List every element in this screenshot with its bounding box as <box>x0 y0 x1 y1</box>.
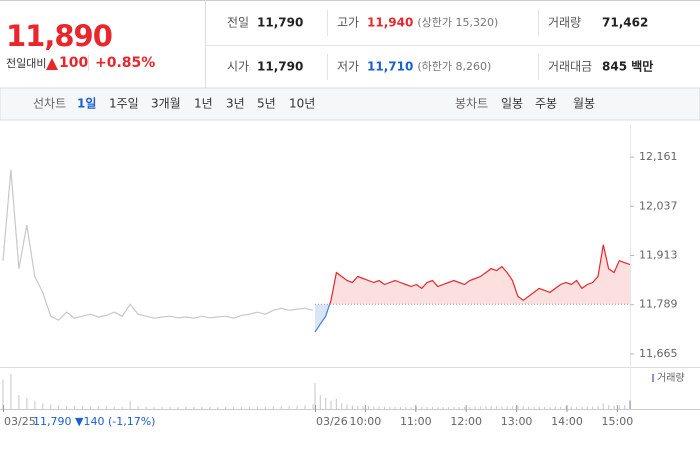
tab[interactable]: 3개월 <box>151 97 181 111</box>
x-tick-label: 10:00 <box>350 415 382 428</box>
tab-group-label: 선차트 <box>33 97 66 111</box>
tab-bar <box>0 87 700 121</box>
tab[interactable]: 3년 <box>226 97 245 111</box>
tab[interactable]: 5년 <box>257 97 276 111</box>
prev-close-note: 11,790 ▼140 (-1,17%) <box>33 415 155 428</box>
up-arrow <box>46 58 58 70</box>
summary-label: 시가 <box>227 60 249 74</box>
x-tick-label: 11:00 <box>400 415 432 428</box>
summary-value: 11,790 <box>257 16 303 30</box>
x-tick-label: 13:00 <box>501 415 533 428</box>
volume-legend: 거래량 <box>657 372 685 384</box>
change-label: 전일대비 <box>6 56 46 70</box>
summary-label: 거래대금 <box>548 60 592 74</box>
date-label: 03/25 <box>4 415 36 428</box>
y-tick-label: 11,913 <box>639 249 678 262</box>
tab-group-label: 봉차트 <box>455 97 488 111</box>
summary-label: 거래량 <box>548 16 581 30</box>
x-tick-label: 12:00 <box>450 415 482 428</box>
summary-note: (상한가 15,320) <box>417 16 498 29</box>
summary-label: 고가 <box>337 16 359 30</box>
tab[interactable]: 주봉 <box>535 97 557 111</box>
x-tick-label: 14:00 <box>551 415 583 428</box>
price-line <box>2 169 314 321</box>
summary-value: 11,940 <box>367 16 413 30</box>
tab[interactable]: 10년 <box>289 97 315 111</box>
change: 100 <box>59 55 88 71</box>
summary-label: 전일 <box>227 16 249 30</box>
tab[interactable]: 1년 <box>194 97 213 111</box>
tab[interactable]: 1주일 <box>109 97 139 111</box>
tab[interactable]: 월봉 <box>573 97 595 111</box>
tab[interactable]: 일봉 <box>501 97 523 111</box>
y-tick-label: 11,665 <box>639 347 678 360</box>
summary-value: 845 백만 <box>602 59 653 74</box>
tab[interactable]: 1일 <box>77 97 96 111</box>
volume-legend-swatch <box>652 374 654 382</box>
price-line <box>329 244 631 305</box>
summary-value: 11,790 <box>257 60 303 74</box>
y-tick-label: 12,161 <box>639 150 678 163</box>
date-label: 03/26 <box>316 415 348 428</box>
price: 11,890 <box>6 19 112 53</box>
change-pct: +0.85% <box>95 55 155 71</box>
summary-value: 71,462 <box>602 16 648 30</box>
summary-note: (하한가 8,260) <box>417 59 491 73</box>
y-tick-label: 12,037 <box>639 199 678 212</box>
y-tick-label: 11,789 <box>639 298 678 311</box>
x-tick-label: 15:00 <box>602 415 634 428</box>
summary-label: 저가 <box>337 60 359 74</box>
summary-value: 11,710 <box>367 60 413 74</box>
